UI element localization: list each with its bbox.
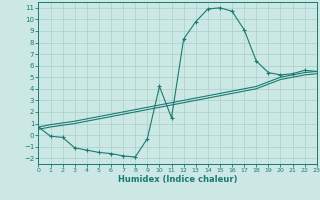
X-axis label: Humidex (Indice chaleur): Humidex (Indice chaleur) xyxy=(118,175,237,184)
